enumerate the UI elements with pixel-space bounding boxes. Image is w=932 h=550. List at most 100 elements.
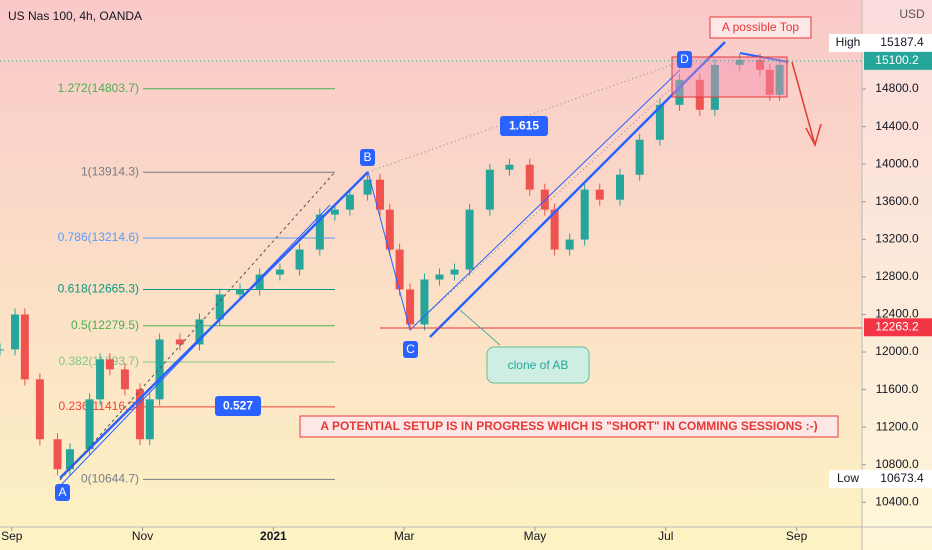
candle <box>655 104 664 140</box>
cd-clone <box>429 41 726 338</box>
down-arrow <box>791 61 822 147</box>
point-box <box>55 484 70 501</box>
candle <box>35 379 44 440</box>
high-tag <box>829 34 932 52</box>
x-tick-label: May <box>524 529 547 543</box>
annotation: A possible Top <box>722 20 799 34</box>
y-tick-label: 13200.0 <box>875 231 919 245</box>
candle <box>275 269 284 275</box>
candle <box>255 274 264 290</box>
bc-line <box>367 171 411 331</box>
fib-label: 0(10644.7) <box>81 471 139 485</box>
candle <box>53 439 62 470</box>
ab-line <box>59 171 369 479</box>
candle <box>395 249 404 290</box>
candle <box>96 359 105 400</box>
price-tag-label: 15100.2 <box>875 53 919 67</box>
candles <box>0 53 784 476</box>
fib-label: 0.618(12665.3) <box>58 282 139 296</box>
currency: USD <box>899 7 925 21</box>
low-label: Low <box>837 471 859 485</box>
price-tag <box>864 51 932 70</box>
candle <box>755 59 764 70</box>
fib-label: 1(13914.3) <box>81 164 139 178</box>
price-axis <box>862 0 932 550</box>
candle <box>616 174 625 200</box>
point-box <box>360 149 375 166</box>
y-tick-label: 12000.0 <box>875 344 919 358</box>
y-tick-label: 13600.0 <box>875 194 919 208</box>
candle <box>315 214 324 250</box>
cd-line <box>409 69 681 331</box>
candle <box>565 239 574 250</box>
candle <box>485 169 494 210</box>
candle <box>155 339 164 400</box>
y-tick-label: 14800.0 <box>875 81 919 95</box>
annotation-box <box>709 16 812 39</box>
candle <box>65 449 74 470</box>
point-label: C <box>406 342 415 356</box>
candle <box>375 179 384 210</box>
fib-label: 0.236(11416.3) <box>58 399 139 413</box>
y-tick-label: 11600.0 <box>876 382 919 396</box>
ratio-label: 1.615 <box>509 119 539 133</box>
candle <box>580 189 589 240</box>
ratio-box <box>500 116 548 136</box>
y-tick-label: 14400.0 <box>875 119 919 133</box>
candle <box>735 59 744 65</box>
x-tick-label: Mar <box>394 529 415 543</box>
point-box <box>403 341 418 358</box>
candle <box>295 249 304 270</box>
x-tick-label: 2021 <box>260 529 287 543</box>
low-tag <box>829 470 932 488</box>
fib-label: 0.5(12279.5) <box>71 318 139 332</box>
price-tag <box>864 318 932 337</box>
candle <box>775 64 784 95</box>
fib-label: 0.786(13214.6) <box>58 230 139 244</box>
y-tick-label: 11200.0 <box>876 419 919 433</box>
x-tick-label: Sep <box>786 529 808 543</box>
x-tick-label: Jul <box>658 529 673 543</box>
ratio-box <box>215 396 261 416</box>
candle <box>345 194 354 210</box>
fib-label: 1.272(14803.7) <box>58 81 139 95</box>
annotation-box <box>299 415 839 438</box>
candle <box>595 189 604 200</box>
candle <box>20 314 29 380</box>
point-label: A <box>58 485 66 499</box>
candle <box>385 209 394 250</box>
ab-parallel <box>59 204 331 487</box>
annotation: clone of AB <box>508 358 569 372</box>
candle <box>363 179 372 195</box>
candle <box>765 69 774 95</box>
annotation: A POTENTIAL SETUP IS IN PROGRESS WHICH I… <box>320 419 817 433</box>
candle <box>105 359 114 370</box>
y-tick-label: 14000.0 <box>875 156 919 170</box>
candle <box>120 369 129 390</box>
y-tick-label: 12400.0 <box>875 307 919 321</box>
callout-box <box>486 346 590 384</box>
candle <box>675 79 684 105</box>
axis-group: 10400.0 10800.0 11200.0 11600.0 12000.0 12400… <box>1 51 932 543</box>
candle <box>695 79 704 110</box>
candle <box>710 64 719 110</box>
ratio-label: 0.527 <box>223 399 253 413</box>
low-value: 10673.4 <box>880 471 924 485</box>
y-tick-label: 10800.0 <box>875 457 919 471</box>
candle <box>11 314 20 350</box>
candle <box>635 139 644 175</box>
candle <box>236 289 245 295</box>
candle <box>465 209 474 270</box>
point-label: B <box>363 150 371 164</box>
ab-dash <box>59 171 336 481</box>
point-box <box>677 51 692 68</box>
high-label: High <box>836 35 861 49</box>
candle <box>330 209 339 215</box>
y-tick-label: 10400.0 <box>875 494 919 508</box>
x-tick-label: Nov <box>132 529 153 543</box>
point-label: D <box>680 52 689 66</box>
candle <box>85 399 94 450</box>
high-value: 15187.4 <box>880 35 924 49</box>
